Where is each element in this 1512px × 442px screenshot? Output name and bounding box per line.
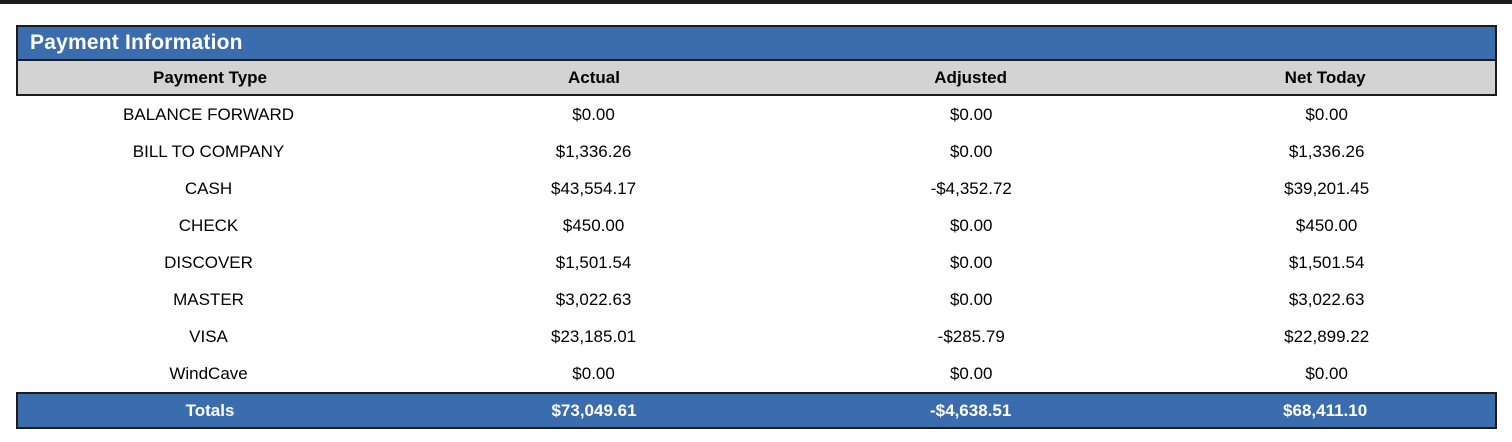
payment-type-cell: WindCave [169, 363, 248, 383]
actual-cell: $43,554.17 [551, 178, 637, 198]
column-header-actual: Actual [568, 67, 620, 87]
net-today-cell: $450.00 [1295, 215, 1358, 235]
payment-type-cell: VISA [189, 326, 228, 346]
table-row: CASH $43,554.17 -$4,352.72 $39,201.45 [16, 170, 1497, 207]
top-divider-bar [0, 0, 1512, 4]
actual-cell: $1,501.54 [555, 252, 632, 272]
table-row: BALANCE FORWARD $0.00 $0.00 $0.00 [16, 96, 1497, 133]
actual-cell: $450.00 [562, 215, 625, 235]
totals-adjusted-cell: -$4,638.51 [930, 400, 1012, 420]
table-header-row: Payment Type Actual Adjusted Net Today [16, 59, 1497, 96]
net-today-cell: $1,501.54 [1288, 252, 1365, 272]
net-today-cell: $3,022.63 [1288, 289, 1365, 309]
payment-type-cell: CASH [184, 178, 233, 198]
column-header-payment-type: Payment Type [153, 67, 268, 87]
actual-cell: $0.00 [572, 363, 615, 383]
net-today-cell: $0.00 [1305, 363, 1348, 383]
totals-row: Totals $73,049.61 -$4,638.51 $68,411.10 [16, 392, 1497, 429]
payment-type-cell: BILL TO COMPANY [132, 141, 285, 161]
adjusted-cell: -$4,352.72 [930, 178, 1012, 198]
net-today-cell: $39,201.45 [1284, 178, 1370, 198]
totals-label: Totals [185, 400, 235, 420]
adjusted-cell: -$285.79 [937, 326, 1005, 346]
column-header-net-today: Net Today [1284, 67, 1366, 87]
table-row: BILL TO COMPANY $1,336.26 $0.00 $1,336.2… [16, 133, 1497, 170]
payment-type-cell: CHECK [178, 215, 239, 235]
actual-cell: $0.00 [572, 104, 615, 124]
totals-actual-cell: $73,049.61 [551, 400, 637, 420]
table-row: MASTER $3,022.63 $0.00 $3,022.63 [16, 281, 1497, 318]
column-header-adjusted: Adjusted [934, 67, 1008, 87]
table-row: DISCOVER $1,501.54 $0.00 $1,501.54 [16, 244, 1497, 281]
adjusted-cell: $0.00 [949, 363, 993, 383]
totals-net-today-cell: $68,411.10 [1283, 400, 1368, 420]
adjusted-cell: $0.00 [949, 215, 993, 235]
actual-cell: $3,022.63 [555, 289, 632, 309]
table-body: BALANCE FORWARD $0.00 $0.00 $0.00 BILL T… [16, 96, 1497, 392]
payment-type-cell: MASTER [173, 289, 244, 309]
payment-type-cell: BALANCE FORWARD [123, 104, 295, 124]
actual-cell: $1,336.26 [555, 141, 632, 161]
table-title: Payment Information [30, 31, 243, 54]
adjusted-cell: $0.00 [949, 252, 993, 272]
adjusted-cell: $0.00 [949, 141, 993, 161]
net-today-cell: $0.00 [1305, 104, 1348, 124]
payment-information-table: Payment Information Payment Type Actual … [16, 25, 1497, 429]
net-today-cell: $22,899.22 [1284, 326, 1370, 346]
adjusted-cell: $0.00 [949, 104, 993, 124]
table-row: WindCave $0.00 $0.00 $0.00 [16, 355, 1497, 392]
table-title-bar: Payment Information [16, 25, 1497, 59]
payment-type-cell: DISCOVER [164, 252, 253, 272]
actual-cell: $23,185.01 [551, 326, 637, 346]
adjusted-cell: $0.00 [949, 289, 993, 309]
table-row: VISA $23,185.01 -$285.79 $22,899.22 [16, 318, 1497, 355]
table-row: CHECK $450.00 $0.00 $450.00 [16, 207, 1497, 244]
net-today-cell: $1,336.26 [1288, 141, 1365, 161]
